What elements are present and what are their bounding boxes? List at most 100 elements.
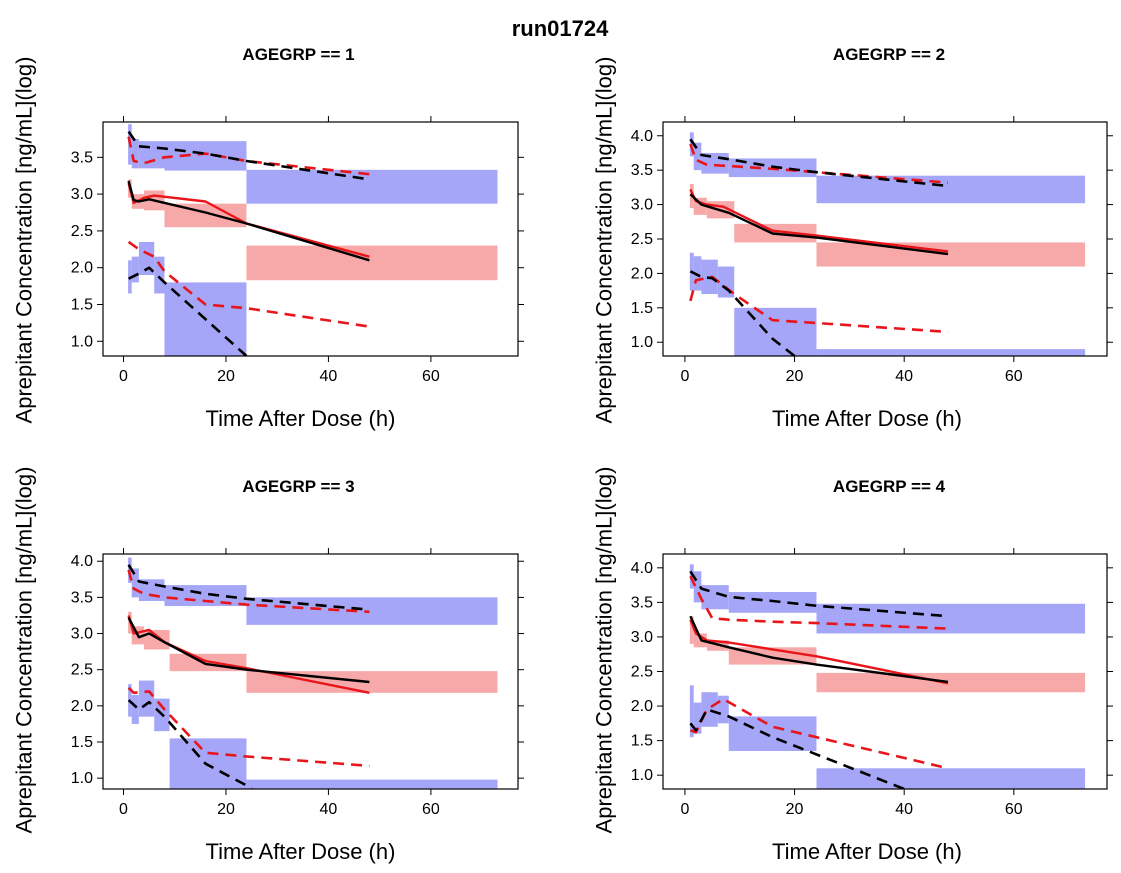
panel-agegrp-1: 0 20 40 60 1.0 1.5 2.0 2.5 3.0 3.5 AGEGRP == 1 Time… (12, 45, 524, 431)
y-tick-label: 2.0 (631, 265, 653, 282)
observed-median-line (127, 617, 370, 684)
panel-frame (102, 553, 519, 790)
panel-agegrp-4: 0 20 40 60 1.0 1.5 2.0 2.5 3.0 3.5 4.0 AGEGRP == 4 T… (592, 467, 1113, 864)
panel-title: AGEGRP == 1 (242, 45, 354, 64)
outer-interval-band (689, 564, 1086, 634)
y-tick-label: 3.5 (71, 589, 93, 606)
x-tick-label: 60 (422, 368, 440, 385)
x-tick-label: 40 (895, 801, 913, 818)
band-step (689, 616, 694, 644)
band-step (693, 571, 702, 603)
x-tick-label: 20 (217, 801, 235, 818)
simulated-percentile-line (689, 575, 949, 630)
band-step (138, 241, 155, 276)
plot-area (689, 132, 1086, 356)
x-axis-label: Time After Dose (h) (206, 839, 396, 864)
band-step (728, 716, 817, 751)
band-step (164, 203, 247, 228)
y-tick-label: 1.5 (631, 300, 653, 317)
y-tick-label: 2.0 (71, 698, 93, 715)
simulated-percentile-line (127, 569, 370, 614)
figure-title: run01724 (512, 16, 609, 41)
band-step (246, 779, 498, 789)
band-step (131, 138, 139, 169)
band-step (693, 256, 702, 291)
observed-median-line (127, 180, 370, 262)
observed-percentile-line (127, 130, 370, 181)
y-tick-label: 2.5 (71, 223, 93, 240)
simulated-percentile-line (689, 275, 949, 334)
y-tick-label: 1.5 (631, 733, 653, 750)
x-tick-label: 0 (680, 801, 689, 818)
y-tick-label: 1.0 (71, 770, 93, 787)
band-step (816, 672, 1086, 693)
y-tick-label: 3.5 (71, 149, 93, 166)
panel-title: AGEGRP == 2 (833, 45, 945, 64)
band-step (131, 256, 139, 283)
band-step (693, 702, 702, 734)
panel-title: AGEGRP == 4 (833, 477, 946, 496)
y-tick-label: 2.0 (71, 260, 93, 277)
x-axis-label: Time After Dose (h) (772, 406, 962, 431)
outer-interval-band (689, 132, 1086, 204)
band-step (693, 142, 702, 171)
x-axis-label: Time After Dose (h) (772, 839, 962, 864)
band-step (816, 349, 1086, 356)
observed-percentile-line (689, 708, 905, 789)
simulated-median-line (689, 188, 949, 253)
y-tick-label: 3.0 (71, 186, 93, 203)
band-step (816, 768, 1086, 789)
x-tick-label: 20 (786, 801, 804, 818)
y-tick-label: 3.0 (71, 626, 93, 643)
band-step (164, 141, 247, 171)
observed-percentile-line (127, 564, 370, 611)
band-step (164, 585, 247, 607)
band-step (138, 680, 155, 717)
band-step (138, 141, 165, 169)
x-tick-label: 40 (320, 368, 338, 385)
band-step (816, 603, 1086, 634)
band-step (246, 169, 498, 204)
y-tick-label: 3.5 (631, 594, 653, 611)
band-step (816, 242, 1086, 267)
x-tick-label: 60 (1005, 801, 1023, 818)
plot-area (127, 124, 498, 356)
band-step (734, 307, 817, 356)
y-tick-label: 3.0 (631, 197, 653, 214)
panel-frame (662, 121, 1108, 357)
panel-agegrp-2: 0 20 40 60 1.0 1.5 2.0 2.5 3.0 3.5 4.0 AGEGRP == 2 T… (592, 45, 1113, 431)
panel-title: AGEGRP == 3 (242, 477, 354, 496)
x-tick-label: 40 (895, 368, 913, 385)
band-step (154, 256, 165, 294)
y-tick-label: 2.5 (631, 664, 653, 681)
observed-percentile-line (689, 270, 796, 356)
band-step (717, 695, 729, 724)
panel-agegrp-3: 0 20 40 60 1.0 1.5 2.0 2.5 3.0 3.5 4.0 AGEGRP == 3 T… (12, 467, 524, 864)
band-step (689, 685, 694, 738)
band-step (816, 175, 1086, 204)
y-tick-label: 2.5 (71, 662, 93, 679)
x-axis-label: Time After Dose (h) (206, 406, 396, 431)
y-tick-label: 1.0 (631, 767, 653, 784)
outer-interval-band (128, 124, 498, 204)
plot-area (689, 564, 1086, 789)
x-tick-label: 0 (119, 801, 128, 818)
observed-median-line (689, 615, 949, 684)
band-step (728, 592, 817, 613)
simulated-median-line (689, 619, 949, 685)
x-tick-label: 40 (320, 801, 338, 818)
x-tick-label: 0 (680, 368, 689, 385)
y-axis-label: Aprepitant Concentration [ng/mL](log) (592, 57, 617, 424)
simulated-percentile-line (689, 697, 949, 770)
observed-percentile-line (128, 266, 248, 356)
y-tick-label: 4.0 (71, 553, 93, 570)
y-tick-label: 1.0 (71, 333, 93, 350)
x-tick-label: 0 (119, 368, 128, 385)
y-axis-label: Aprepitant Concentration [ng/mL](log) (592, 467, 617, 834)
y-tick-label: 1.5 (71, 734, 93, 751)
simulated-percentile-line (127, 686, 370, 768)
y-axis-label: Aprepitant Concentration [ng/mL](log) (12, 57, 37, 424)
x-tick-label: 60 (422, 801, 440, 818)
band-step (131, 568, 139, 598)
